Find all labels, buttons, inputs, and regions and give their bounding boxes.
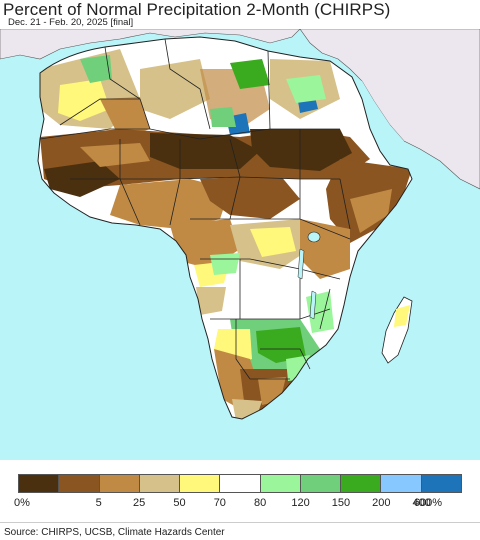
europe-landmass [0, 29, 301, 60]
legend-swatch [421, 475, 461, 492]
legend-swatch [139, 475, 181, 492]
legend-swatch [59, 475, 100, 492]
legend-label: 25 [132, 497, 146, 509]
legend-swatch [99, 475, 140, 492]
legend-label: 5 [95, 497, 102, 509]
source-credit: Source: CHIRPS, UCSB, Climate Hazards Ce… [4, 527, 225, 538]
legend-label: 150 [331, 497, 351, 509]
precipitation-map [0, 29, 480, 460]
legend-swatch [19, 475, 60, 492]
legend-swatch [300, 475, 342, 492]
footer-divider [0, 522, 480, 523]
legend-label: 0% [14, 497, 30, 509]
legend-swatch [180, 475, 221, 492]
map-title: Percent of Normal Precipitation 2-Month … [3, 0, 391, 19]
legend-label: 70 [213, 497, 226, 509]
legend-swatch [381, 475, 422, 492]
anomaly-patches [40, 49, 412, 419]
legend-label: 200 [372, 497, 391, 509]
legend-labels: 0% 5 25 50 70 80 120 150 200 400 600% [0, 497, 480, 511]
red-sea [352, 77, 404, 147]
legend-label: 400 [412, 497, 431, 509]
country-borders [37, 36, 413, 420]
legend-swatch [260, 475, 301, 492]
legend-label: 120 [291, 497, 310, 509]
legend-label: 50 [173, 497, 186, 509]
legend-label: 600% [413, 497, 443, 509]
legend-label: 80 [254, 497, 267, 509]
map-subtitle: Dec. 21 - Feb. 20, 2025 [final] [8, 17, 134, 28]
lake-victoria [307, 231, 321, 243]
legend-swatch [220, 475, 261, 492]
lake-malawi [309, 290, 317, 320]
legend-colorbar [18, 474, 462, 493]
lake-tanganyika [297, 248, 305, 280]
legend-swatch [341, 475, 382, 492]
